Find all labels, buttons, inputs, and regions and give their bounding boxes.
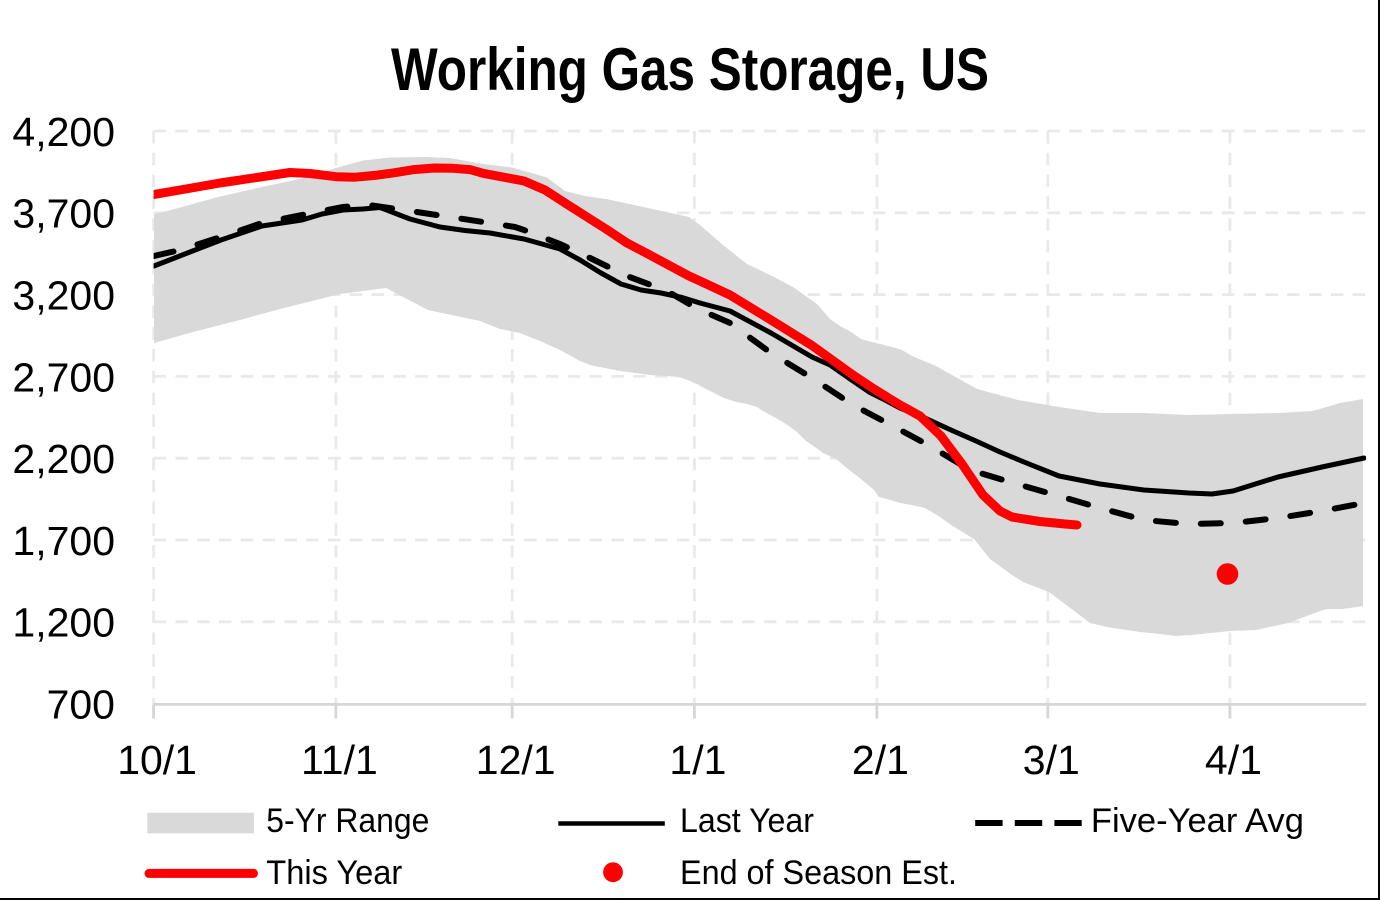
svg-text:2,700: 2,700	[12, 354, 115, 400]
svg-text:2,200: 2,200	[12, 436, 115, 482]
svg-text:700: 700	[47, 682, 115, 728]
svg-text:3,200: 3,200	[12, 273, 115, 319]
svg-text:2/1: 2/1	[852, 737, 909, 783]
svg-text:Working Gas Storage, US: Working Gas Storage, US	[391, 36, 989, 103]
svg-text:10/1: 10/1	[117, 737, 197, 783]
svg-text:1/1: 1/1	[669, 737, 726, 783]
svg-text:3/1: 3/1	[1023, 737, 1080, 783]
svg-text:12/1: 12/1	[476, 737, 556, 783]
svg-text:End of Season Est.: End of Season Est.	[680, 854, 957, 892]
svg-text:3,700: 3,700	[12, 191, 115, 237]
svg-text:1,200: 1,200	[12, 600, 115, 646]
svg-text:5-Yr Range: 5-Yr Range	[266, 802, 429, 840]
svg-text:4,200: 4,200	[12, 109, 115, 155]
svg-text:This Year: This Year	[266, 854, 402, 892]
svg-text:1,700: 1,700	[12, 518, 115, 564]
svg-text:11/1: 11/1	[301, 737, 378, 783]
svg-text:Last Year: Last Year	[680, 802, 814, 840]
svg-text:4/1: 4/1	[1205, 737, 1262, 783]
svg-text:Five-Year Avg: Five-Year Avg	[1091, 802, 1304, 840]
